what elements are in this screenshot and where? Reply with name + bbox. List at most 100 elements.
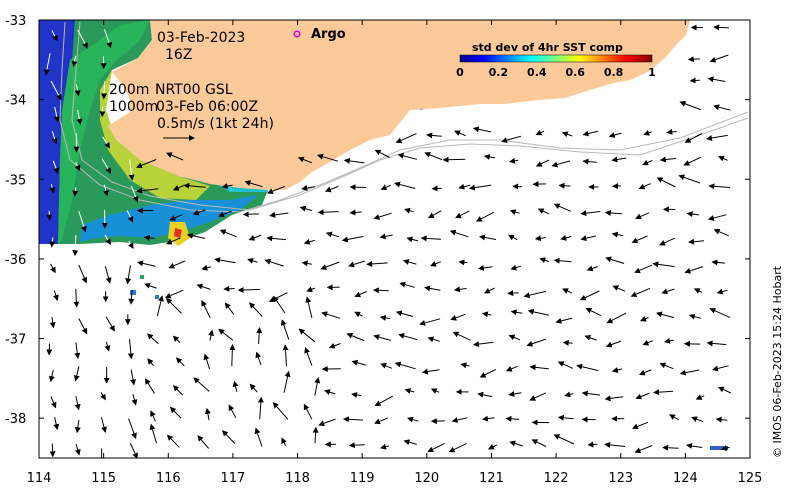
current-arrow-icon (529, 392, 547, 401)
current-arrow-icon (712, 365, 729, 372)
current-arrow-icon (582, 130, 599, 137)
current-arrow-icon (630, 287, 651, 298)
current-arrow-icon (101, 158, 112, 174)
current-arrow-icon (49, 316, 56, 329)
current-arrow-icon (348, 260, 366, 268)
current-arrow-icon (638, 369, 652, 376)
current-arrow-icon (718, 155, 728, 162)
current-arrow-icon (604, 209, 623, 216)
colorbar (459, 54, 653, 63)
current-arrow-icon (453, 286, 467, 293)
current-arrow-icon (606, 312, 627, 324)
current-arrow-icon (247, 257, 258, 264)
current-arrow-icon (642, 159, 653, 166)
current-arrow-icon (451, 417, 468, 423)
current-arrow-icon (146, 333, 159, 345)
current-arrow-icon (529, 364, 549, 371)
current-arrow-icon (481, 311, 492, 318)
current-arrow-icon (232, 380, 239, 393)
current-arrow-icon (301, 185, 315, 191)
x-tick-label: 116 (156, 471, 181, 486)
current-arrow-icon (484, 287, 495, 294)
current-arrow-icon (221, 183, 233, 189)
current-arrow-icon (664, 337, 674, 344)
current-arrow-icon (686, 211, 700, 218)
current-arrow-icon (306, 286, 315, 293)
current-arrow-icon (509, 440, 523, 447)
current-arrow-icon (102, 136, 110, 149)
x-tick-label: 125 (738, 471, 763, 486)
current-arrow-icon (394, 181, 416, 189)
current-arrow-icon (537, 208, 550, 215)
current-arrow-icon (553, 434, 575, 445)
current-arrow-icon (523, 290, 547, 299)
current-arrow-icon (482, 415, 495, 422)
current-arrow-icon (691, 416, 704, 423)
current-arrow-icon (380, 443, 390, 450)
current-arrow-icon (325, 231, 340, 238)
current-arrow-icon (655, 311, 675, 319)
current-arrow-icon (130, 185, 139, 203)
current-arrow-icon (379, 233, 393, 240)
current-arrow-icon (642, 339, 653, 346)
x-tick-label: 115 (91, 471, 116, 486)
current-arrow-icon (248, 234, 262, 241)
current-arrow-icon (505, 365, 518, 372)
current-arrow-icon (129, 442, 138, 458)
current-arrow-icon (507, 234, 518, 241)
current-arrow-icon (272, 402, 289, 420)
colorbar-tick-label: 0.4 (527, 66, 547, 79)
current-arrow-icon (324, 185, 339, 193)
current-arrow-icon (398, 333, 418, 341)
current-arrow-icon (576, 363, 599, 372)
colorbar-tick-label: 0 (456, 66, 464, 79)
current-arrow-icon (49, 237, 56, 248)
current-arrow-icon (557, 414, 574, 421)
current-arrow-icon (201, 300, 211, 319)
y-tick-label: -34 (5, 94, 26, 109)
x-tick-label: 124 (673, 471, 698, 486)
current-arrow-icon (555, 317, 573, 324)
current-arrow-icon (150, 410, 156, 422)
current-arrow-icon (348, 442, 365, 449)
current-arrow-icon (656, 177, 676, 188)
current-arrow-icon (351, 391, 362, 398)
current-arrow-icon (709, 54, 729, 63)
current-arrow-icon (320, 261, 340, 270)
australia-land (108, 20, 690, 190)
current-arrow-icon (266, 235, 287, 242)
current-arrow-icon (299, 205, 312, 212)
current-arrow-icon (653, 389, 674, 396)
current-arrow-icon (535, 129, 545, 136)
argo-label: Argo (311, 27, 346, 42)
current-arrow-icon (249, 302, 263, 317)
current-arrow-icon (218, 210, 232, 218)
current-arrow-icon (531, 439, 547, 447)
current-arrow-icon (77, 29, 88, 49)
current-arrow-icon (707, 76, 726, 83)
current-arrow-icon (562, 288, 573, 294)
current-arrow-icon (394, 361, 416, 370)
current-arrow-icon (78, 264, 88, 284)
current-arrow-icon (74, 84, 81, 97)
current-arrow-icon (587, 441, 598, 448)
current-arrow-icon (53, 416, 60, 431)
current-arrow-icon (659, 362, 674, 370)
current-arrow-icon (303, 238, 315, 245)
current-arrow-icon (372, 287, 389, 294)
current-arrow-icon (342, 416, 364, 423)
colorbar-tick-label: 0.6 (565, 66, 585, 79)
current-arrow-icon (442, 156, 466, 163)
depth-200-label: 200m (109, 82, 149, 98)
current-arrow-icon (147, 358, 154, 367)
current-arrow-icon (551, 160, 571, 168)
current-arrow-icon (604, 441, 626, 448)
current-arrow-icon (201, 264, 212, 271)
current-arrow-icon (354, 311, 363, 318)
current-arrow-icon (508, 390, 522, 397)
current-arrow-icon (136, 159, 157, 169)
current-arrow-icon (304, 346, 313, 366)
current-arrow-icon (426, 132, 442, 139)
current-arrow-icon (175, 357, 185, 367)
current-arrow-icon (527, 308, 550, 316)
